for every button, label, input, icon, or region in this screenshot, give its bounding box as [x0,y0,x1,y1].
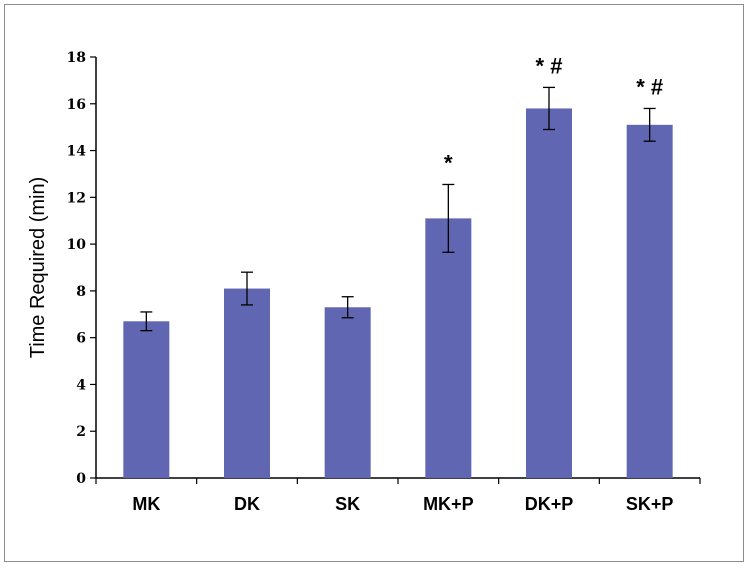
bar [224,288,270,478]
bar [626,124,673,479]
y-tick-label: 14 [67,144,87,160]
x-tick-label: SK [335,494,360,514]
significance-marker: * # [636,74,663,99]
bars [123,86,673,479]
x-tick-label: SK+P [626,494,674,514]
y-tick-label: 0 [76,471,86,487]
y-tick-label: 18 [67,50,86,66]
y-axis-label: Time Required (min) [27,177,49,359]
significance-marker: * [444,150,453,175]
labels: MK DK SK MK+P * DK+P * # SK+P * # [132,53,673,514]
x-tick-label: MK [132,494,160,514]
x-tick-label: DK+P [525,494,574,514]
bar [425,218,472,478]
bar [123,321,170,478]
bar [324,307,371,478]
y-tick-label: 4 [76,377,86,393]
y-tick-label: 16 [67,97,86,113]
significance-marker: * # [536,53,563,78]
y-tick-label: 8 [76,284,86,300]
x-tick-label: DK [234,494,260,514]
bar [526,108,572,478]
y-tick-label: 6 [76,331,86,347]
y-tick-label: 12 [67,190,86,206]
axes: 0 2 4 6 8 10 12 14 16 18 [67,50,701,487]
y-tick-label: 2 [76,424,86,440]
y-tick-label: 10 [67,237,87,253]
x-tick-label: MK+P [423,494,474,514]
